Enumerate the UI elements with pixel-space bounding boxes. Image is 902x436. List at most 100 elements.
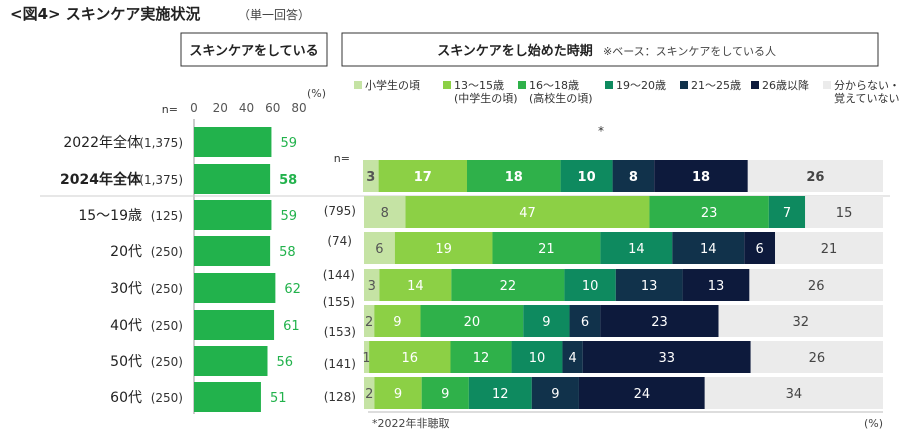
left-bar	[194, 164, 271, 194]
legend-label: 26歳以降	[762, 78, 809, 92]
left-axis-tick: 40	[239, 101, 254, 115]
stack-segment	[363, 160, 379, 192]
legend-swatch	[751, 81, 759, 89]
asterisk-mark: *	[598, 124, 604, 138]
page-title: <図4> スキンケア実施状況	[10, 5, 200, 23]
row-label: 40代	[110, 318, 142, 334]
left-axis-tick: 80	[291, 101, 306, 115]
left-axis-tick: 20	[213, 101, 228, 115]
left-bar	[194, 310, 275, 340]
row-n: (250)	[151, 282, 183, 296]
segment-value: 19	[435, 242, 452, 257]
right-row-n: (128)	[324, 390, 356, 404]
stack-segment	[405, 196, 650, 228]
row-n: (1,375)	[139, 173, 183, 187]
left-bar	[194, 346, 268, 376]
segment-value: 21	[538, 242, 555, 257]
segment-value: 3	[368, 279, 376, 294]
legend-swatch	[823, 81, 831, 89]
segment-value: 9	[394, 387, 402, 402]
stack-segment	[749, 269, 883, 301]
stack-segment	[467, 160, 561, 192]
stack-segment	[364, 341, 370, 373]
left-header-box	[180, 32, 328, 67]
segment-value: 8	[381, 206, 389, 221]
segment-value: 6	[375, 242, 383, 257]
stack-segment	[704, 377, 883, 409]
stack-segment	[612, 160, 655, 192]
left-bar-value: 58	[279, 245, 296, 260]
row-n: (250)	[151, 245, 183, 259]
right-header-box	[341, 32, 879, 67]
stack-segment	[450, 341, 512, 373]
segment-value: 47	[519, 206, 536, 221]
segment-value: 10	[582, 279, 599, 294]
left-bar	[194, 273, 276, 303]
segment-value: 14	[700, 242, 717, 257]
segment-value: 33	[658, 351, 675, 366]
stack-segment	[654, 160, 748, 192]
segment-value: 20	[464, 315, 481, 330]
left-axis-tick: 60	[265, 101, 280, 115]
segment-value: 9	[542, 315, 550, 330]
left-axis-tick: 0	[190, 101, 198, 115]
segment-value: 16	[402, 351, 419, 366]
stack-segment	[672, 232, 745, 264]
segment-value: 9	[441, 387, 449, 402]
left-bar	[194, 127, 272, 157]
stack-segment	[364, 269, 380, 301]
legend-label: 19～20歳	[616, 79, 666, 92]
right-header: スキンケアをし始めた時期	[437, 43, 593, 59]
segment-value: 23	[701, 206, 718, 221]
segment-value: 26	[809, 351, 826, 366]
row-label: 2024年全体	[60, 171, 142, 188]
legend-swatch	[354, 81, 362, 89]
row-n: (250)	[151, 391, 183, 405]
row-label: 15～19歳	[78, 208, 142, 224]
row-label: 20代	[110, 244, 142, 260]
stack-segment	[775, 232, 883, 264]
stack-segment	[451, 269, 565, 301]
segment-value: 9	[393, 315, 401, 330]
left-n-label: n=	[162, 103, 178, 116]
stack-segment	[379, 269, 452, 301]
stack-segment	[600, 232, 673, 264]
stack-segment	[560, 160, 613, 192]
legend-label: 覚えていない	[834, 92, 899, 105]
row-label: 50代	[110, 354, 142, 370]
page-subtitle: （単一回答）	[238, 7, 310, 22]
right-row-n: (153)	[324, 325, 356, 339]
stack-segment	[750, 341, 883, 373]
segment-value: 7	[783, 206, 791, 221]
legend-label: 21～25歳	[691, 79, 741, 92]
left-bar	[194, 200, 272, 230]
left-bar	[194, 236, 271, 266]
row-label: 60代	[110, 390, 142, 406]
left-bar-value: 58	[279, 173, 297, 188]
stack-segment	[523, 305, 570, 337]
stack-segment	[421, 377, 469, 409]
right-row-n: (141)	[324, 357, 356, 371]
segment-value: 10	[578, 170, 596, 185]
segment-value: 34	[786, 387, 803, 402]
right-n-label: n=	[334, 152, 350, 165]
right-header-note: ※ベース：スキンケアをしている人	[603, 45, 776, 58]
stack-segment	[682, 269, 750, 301]
legend-label: 小学生の頃	[365, 78, 420, 92]
right-row-n: (155)	[323, 295, 355, 309]
stack-segment	[600, 305, 719, 337]
right-row-n: (144)	[323, 268, 355, 282]
stack-segment	[569, 305, 601, 337]
left-bar-value: 59	[280, 209, 297, 224]
segment-value: 22	[500, 279, 517, 294]
left-bar-value: 59	[280, 136, 297, 151]
footnote: *2022年非聴取	[372, 416, 450, 430]
stack-segment	[511, 341, 563, 373]
stack-segment	[364, 196, 406, 228]
legend-swatch	[680, 81, 688, 89]
segment-value: 12	[492, 387, 509, 402]
legend-label: 13～15歳	[454, 79, 504, 92]
stack-segment	[369, 341, 451, 373]
row-label: 2022年全体	[63, 134, 141, 151]
